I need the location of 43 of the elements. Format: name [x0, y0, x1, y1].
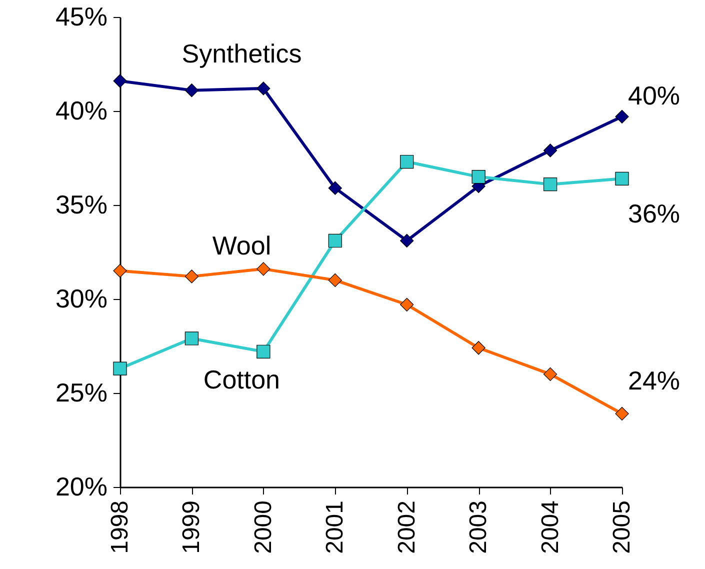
y-tick-label: 45%	[55, 2, 108, 32]
x-tick-label: 2004	[536, 500, 564, 554]
x-tick-label: 2000	[250, 500, 277, 554]
series-label: Wool	[212, 230, 272, 260]
point	[472, 341, 486, 355]
annotation: 24%	[628, 366, 680, 396]
series-label: Cotton	[203, 364, 280, 394]
x-tick-label: 2003	[465, 500, 492, 554]
point	[400, 298, 414, 312]
annotation: 40%	[628, 80, 680, 111]
point	[184, 332, 199, 346]
point	[256, 262, 270, 276]
x-tick-label: 1998	[106, 500, 134, 554]
point	[328, 234, 342, 248]
point	[256, 82, 270, 96]
point	[113, 264, 127, 278]
y-tick-label: 25%	[55, 378, 108, 408]
x-tick-label: 1999	[178, 500, 206, 554]
point	[328, 273, 342, 288]
annotation: 36%	[628, 198, 680, 229]
y-tick-label: 40%	[55, 96, 108, 126]
point	[400, 154, 414, 169]
point	[113, 74, 127, 88]
point	[328, 181, 342, 195]
point	[615, 110, 629, 124]
x-tick-label: 2002	[393, 500, 420, 554]
point	[543, 144, 558, 158]
point	[113, 362, 127, 376]
point	[615, 172, 629, 186]
x-tick-label: 2005	[608, 500, 636, 554]
point	[400, 234, 414, 248]
y-tick-label: 20%	[55, 472, 108, 502]
point	[543, 178, 558, 192]
x-tick-label: 2001	[322, 500, 349, 554]
point	[256, 344, 270, 358]
point	[472, 170, 486, 184]
series-label: Synthetics	[182, 38, 302, 68]
y-tick-label: 35%	[55, 190, 108, 220]
point	[184, 270, 199, 284]
point	[615, 406, 629, 420]
y-tick-label: 30%	[55, 284, 108, 314]
point	[184, 84, 199, 98]
point	[543, 367, 558, 382]
